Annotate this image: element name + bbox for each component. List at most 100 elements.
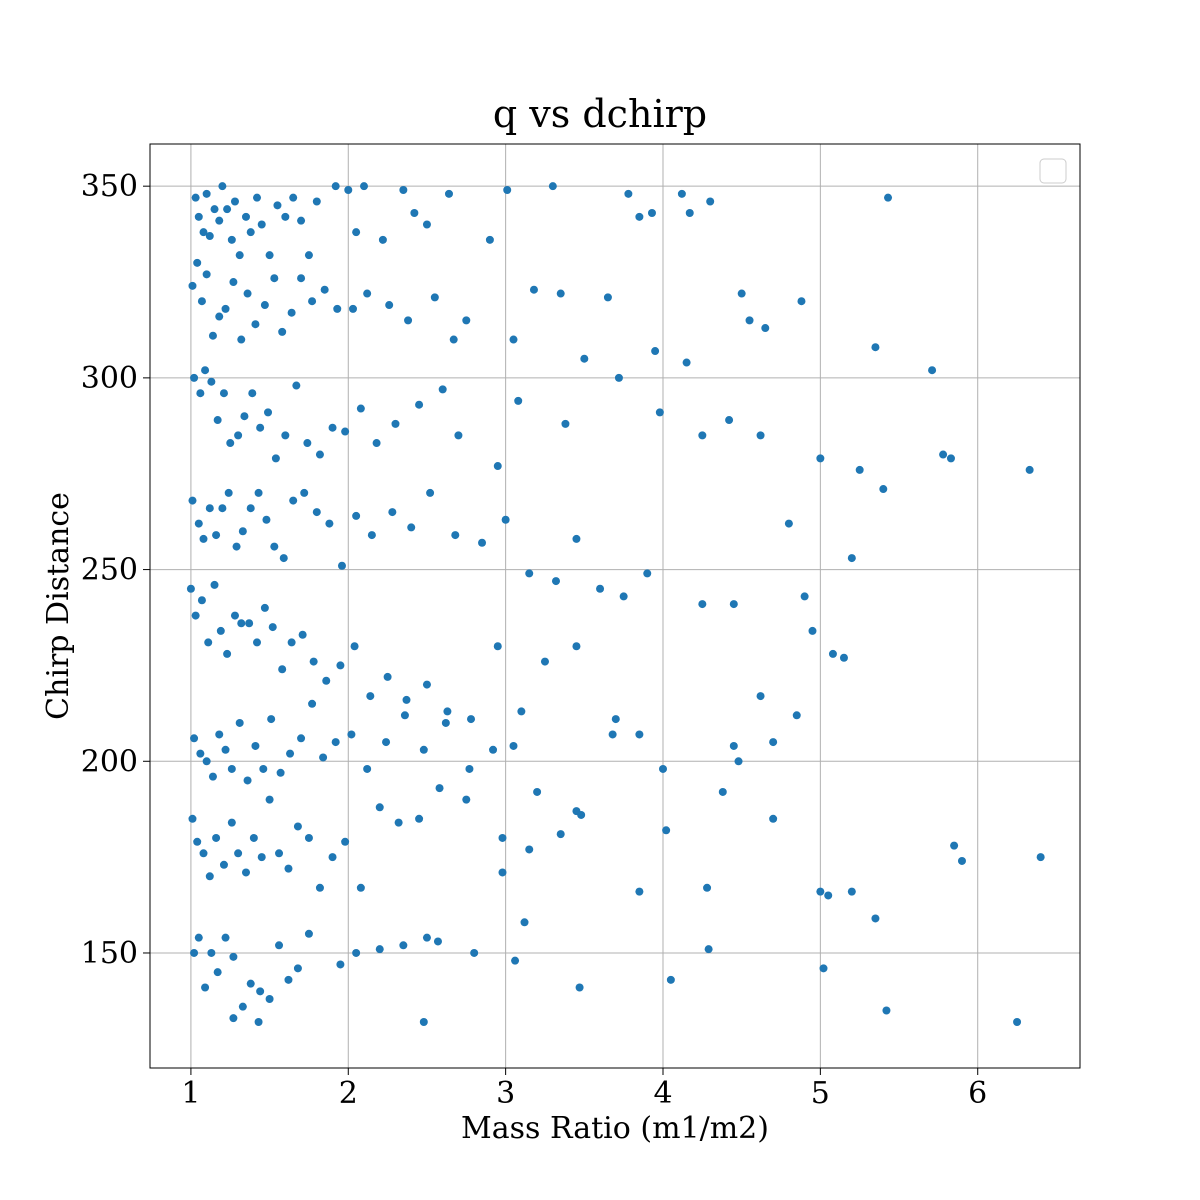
data-point bbox=[260, 603, 269, 612]
data-point bbox=[205, 232, 214, 241]
data-point bbox=[378, 235, 387, 244]
data-point bbox=[194, 933, 203, 942]
data-point bbox=[241, 868, 250, 877]
data-point bbox=[227, 818, 236, 827]
data-point bbox=[202, 270, 211, 279]
data-point bbox=[304, 251, 313, 260]
plot-area-frame bbox=[149, 143, 1081, 1069]
data-point bbox=[190, 948, 199, 957]
data-point bbox=[219, 860, 228, 869]
data-point bbox=[509, 741, 518, 750]
data-point bbox=[275, 849, 284, 858]
data-point bbox=[260, 301, 269, 310]
data-point bbox=[251, 320, 260, 329]
data-point bbox=[308, 699, 317, 708]
data-point bbox=[256, 423, 265, 432]
data-point bbox=[190, 373, 199, 382]
data-points bbox=[186, 182, 1045, 1026]
data-point bbox=[383, 672, 392, 681]
data-point bbox=[356, 883, 365, 892]
data-point bbox=[462, 316, 471, 325]
data-point bbox=[441, 718, 450, 727]
data-point bbox=[216, 626, 225, 635]
data-point bbox=[210, 580, 219, 589]
data-point bbox=[190, 734, 199, 743]
data-point bbox=[199, 534, 208, 543]
data-point bbox=[525, 845, 534, 854]
data-point bbox=[254, 488, 263, 497]
data-point bbox=[797, 297, 806, 306]
data-point bbox=[289, 496, 298, 505]
data-point bbox=[235, 251, 244, 260]
data-point bbox=[816, 454, 825, 463]
data-point bbox=[824, 891, 833, 900]
data-point bbox=[493, 462, 502, 471]
data-point bbox=[319, 753, 328, 762]
data-point bbox=[259, 764, 268, 773]
data-point bbox=[704, 945, 713, 954]
chart-title: q vs dchirp bbox=[493, 92, 707, 136]
data-point bbox=[243, 776, 252, 785]
data-point bbox=[734, 757, 743, 766]
data-point bbox=[188, 814, 197, 823]
data-point bbox=[352, 948, 361, 957]
x-tick-label: 3 bbox=[496, 1076, 515, 1111]
data-point bbox=[315, 883, 324, 892]
data-point bbox=[729, 600, 738, 609]
data-point bbox=[435, 784, 444, 793]
data-point bbox=[234, 849, 243, 858]
data-point bbox=[489, 745, 498, 754]
data-point bbox=[1013, 1017, 1022, 1026]
data-point bbox=[399, 941, 408, 950]
data-point bbox=[238, 527, 247, 536]
data-point bbox=[462, 795, 471, 804]
data-point bbox=[202, 189, 211, 198]
data-point bbox=[322, 676, 331, 685]
data-point bbox=[404, 316, 413, 325]
x-tick-label: 1 bbox=[181, 1076, 200, 1111]
data-point bbox=[580, 354, 589, 363]
data-point bbox=[348, 304, 357, 313]
data-point bbox=[718, 787, 727, 796]
data-point bbox=[298, 630, 307, 639]
data-point bbox=[635, 212, 644, 221]
data-point bbox=[561, 419, 570, 428]
data-point bbox=[248, 389, 257, 398]
data-point bbox=[278, 665, 287, 674]
data-point bbox=[210, 205, 219, 214]
data-point bbox=[287, 308, 296, 317]
data-point bbox=[202, 757, 211, 766]
data-point bbox=[419, 745, 428, 754]
data-point bbox=[391, 419, 400, 428]
data-point bbox=[279, 554, 288, 563]
data-point bbox=[215, 216, 224, 225]
data-point bbox=[341, 837, 350, 846]
data-point bbox=[188, 281, 197, 290]
data-point bbox=[698, 431, 707, 440]
data-point bbox=[273, 201, 282, 210]
data-point bbox=[467, 715, 476, 724]
data-point bbox=[293, 964, 302, 973]
data-point bbox=[253, 638, 262, 647]
data-point bbox=[871, 343, 880, 352]
data-point bbox=[287, 638, 296, 647]
data-point bbox=[328, 853, 337, 862]
y-tick-label: 250 bbox=[81, 553, 138, 588]
data-point bbox=[756, 431, 765, 440]
data-point bbox=[226, 439, 235, 448]
data-point bbox=[517, 707, 526, 716]
data-point bbox=[367, 531, 376, 540]
data-point bbox=[297, 274, 306, 283]
data-point bbox=[658, 764, 667, 773]
data-point bbox=[212, 833, 221, 842]
data-point bbox=[265, 994, 274, 1003]
data-point bbox=[572, 642, 581, 651]
data-point bbox=[946, 454, 955, 463]
data-point bbox=[344, 186, 353, 195]
data-point bbox=[884, 193, 893, 202]
data-point bbox=[312, 197, 321, 206]
data-point bbox=[465, 764, 474, 773]
data-point bbox=[503, 186, 512, 195]
data-point bbox=[208, 331, 217, 340]
data-point bbox=[270, 274, 279, 283]
